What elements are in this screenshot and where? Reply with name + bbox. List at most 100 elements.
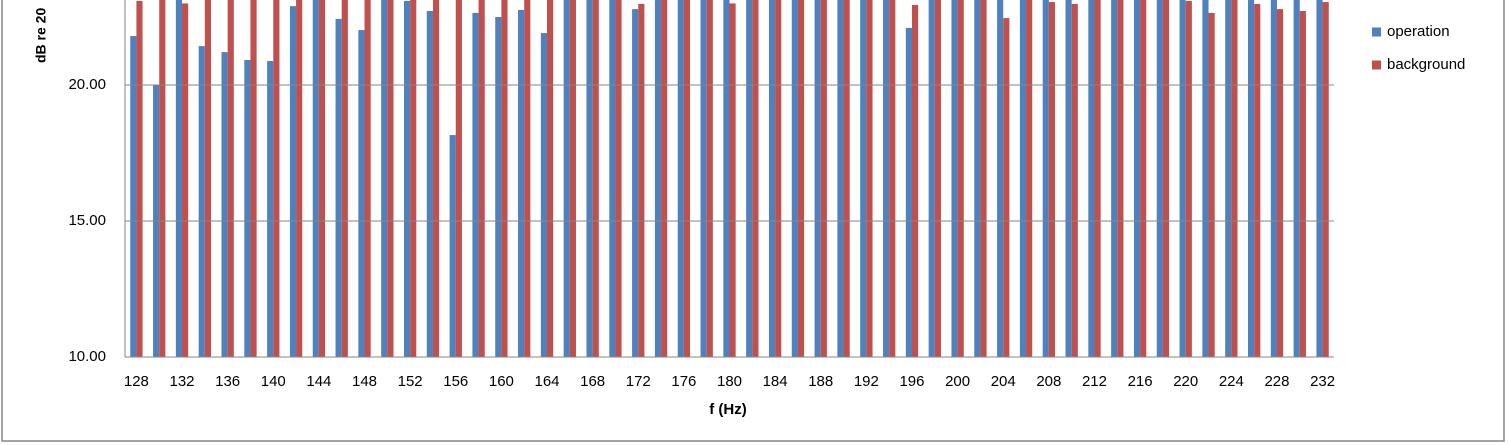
legend-swatch <box>1372 27 1381 37</box>
x-tick-label: 132 <box>170 373 195 390</box>
bar <box>883 0 890 357</box>
bar <box>843 0 850 357</box>
bar <box>860 0 867 357</box>
bar <box>227 0 234 357</box>
bar <box>1048 2 1056 357</box>
x-tick-label: 200 <box>945 373 970 390</box>
bar <box>1094 0 1101 357</box>
bar <box>632 9 639 358</box>
bar <box>563 0 570 357</box>
bar <box>905 27 912 357</box>
y-axis-title: dB re 20 <box>33 8 49 63</box>
bar <box>768 0 776 357</box>
bar <box>1202 0 1209 357</box>
bar <box>159 0 166 357</box>
bar <box>586 0 593 357</box>
bar <box>1065 0 1072 357</box>
bar <box>244 59 251 357</box>
bar <box>381 0 388 357</box>
bar <box>1026 0 1033 357</box>
bar <box>335 18 342 358</box>
bar <box>889 0 896 357</box>
bar <box>518 9 525 357</box>
bar <box>501 0 508 357</box>
y-tick-label: 15.00 <box>68 212 106 229</box>
x-tick-label: 164 <box>534 373 559 390</box>
bar <box>775 0 782 357</box>
bar <box>547 0 554 357</box>
bar <box>700 0 707 357</box>
bar <box>677 0 684 357</box>
bar <box>1299 11 1306 358</box>
bar <box>1293 0 1300 357</box>
bar <box>318 0 326 357</box>
bar <box>609 0 616 357</box>
bar <box>1111 0 1118 357</box>
bar <box>175 0 183 357</box>
bar <box>723 0 730 357</box>
bar <box>540 33 548 357</box>
bar <box>403 0 411 358</box>
bar <box>592 0 599 357</box>
bar <box>250 0 257 357</box>
bar <box>449 135 456 357</box>
x-tick-label: 220 <box>1173 373 1198 390</box>
legend-label: background <box>1387 56 1465 73</box>
bar <box>432 0 440 357</box>
bar <box>1270 0 1277 357</box>
bar <box>661 0 668 357</box>
bar <box>1003 18 1010 357</box>
bar <box>495 17 502 357</box>
bar <box>472 12 479 357</box>
y-tick-label: 20.00 <box>68 76 106 93</box>
x-tick-label: 148 <box>352 373 377 390</box>
bar <box>267 61 274 358</box>
bar <box>1231 0 1238 357</box>
x-tick-label: 184 <box>763 373 788 390</box>
bar <box>182 3 189 358</box>
x-axis-title: f (Hz) <box>709 401 747 418</box>
bar <box>1322 2 1329 357</box>
bar <box>615 0 622 357</box>
x-tick-label: 176 <box>671 373 696 390</box>
bar <box>683 0 691 357</box>
x-tick-label: 192 <box>854 373 879 390</box>
bar <box>1276 9 1284 358</box>
bar <box>569 0 576 357</box>
bar <box>706 0 713 357</box>
bar <box>638 3 645 357</box>
bar <box>130 36 137 357</box>
bar <box>1248 0 1255 357</box>
bar <box>866 0 873 357</box>
x-tick-label: 172 <box>626 373 651 390</box>
bar <box>911 5 919 357</box>
bar <box>746 0 753 357</box>
bar <box>1019 0 1027 357</box>
bar <box>273 0 280 357</box>
x-tick-label: 128 <box>124 373 149 390</box>
bar <box>1042 0 1049 357</box>
bar <box>1185 0 1192 358</box>
bar <box>814 0 821 357</box>
bar <box>1179 0 1186 357</box>
bar <box>1133 0 1141 357</box>
bar <box>478 0 485 357</box>
bar <box>410 0 417 357</box>
x-tick-label: 208 <box>1036 373 1061 390</box>
bar <box>358 30 365 357</box>
bar <box>426 11 433 358</box>
x-tick-label: 136 <box>215 373 240 390</box>
bar <box>204 0 211 357</box>
bar <box>797 0 805 357</box>
bar <box>934 0 941 357</box>
x-tick-label: 168 <box>580 373 605 390</box>
x-tick-label: 188 <box>808 373 833 390</box>
bar <box>364 0 371 357</box>
bar <box>1208 12 1215 357</box>
bar <box>341 0 348 357</box>
bar <box>296 0 303 357</box>
bar <box>289 6 297 358</box>
bar <box>136 0 143 358</box>
bar <box>791 0 798 357</box>
